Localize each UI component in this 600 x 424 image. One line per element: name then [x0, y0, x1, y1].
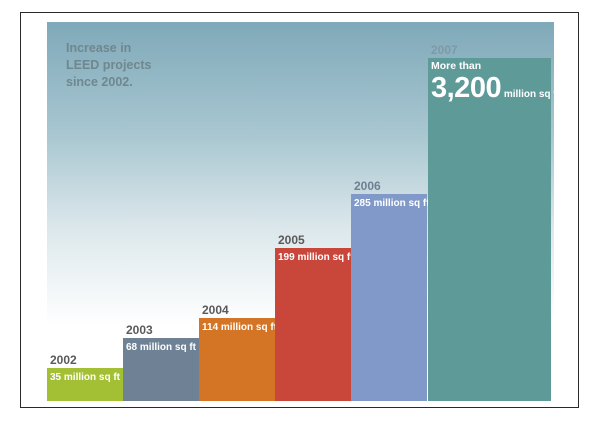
value-label-2003: 68 million sq ft	[126, 342, 197, 353]
year-label-2003: 2003	[126, 323, 153, 337]
value-unit-2007: million sq ft	[501, 89, 560, 100]
bar-2002	[47, 368, 123, 401]
bar-2007	[428, 58, 551, 401]
bar-2006	[351, 194, 427, 401]
year-label-2004: 2004	[202, 303, 229, 317]
value-number-2007: 3,200	[431, 72, 502, 104]
year-label-2006: 2006	[354, 179, 381, 193]
year-label-2007: 2007	[431, 43, 458, 57]
year-label-2005: 2005	[278, 233, 305, 247]
bar-2003	[123, 338, 199, 401]
value-prefix-2007: More than	[431, 60, 482, 72]
value-label-2006: 285 million sq ft	[354, 198, 430, 209]
bar-2004	[199, 318, 275, 401]
value-label-2005: 199 million sq ft	[278, 252, 354, 263]
value-label-2007: 3,200 million sq ft	[431, 72, 560, 104]
year-label-2002: 2002	[50, 353, 77, 367]
bar-2005	[275, 248, 351, 401]
value-label-2004: 114 million sq ft	[202, 322, 278, 333]
chart-title: Increase in LEED projects since 2002.	[66, 41, 152, 89]
value-label-2002: 35 million sq ft	[50, 372, 121, 383]
